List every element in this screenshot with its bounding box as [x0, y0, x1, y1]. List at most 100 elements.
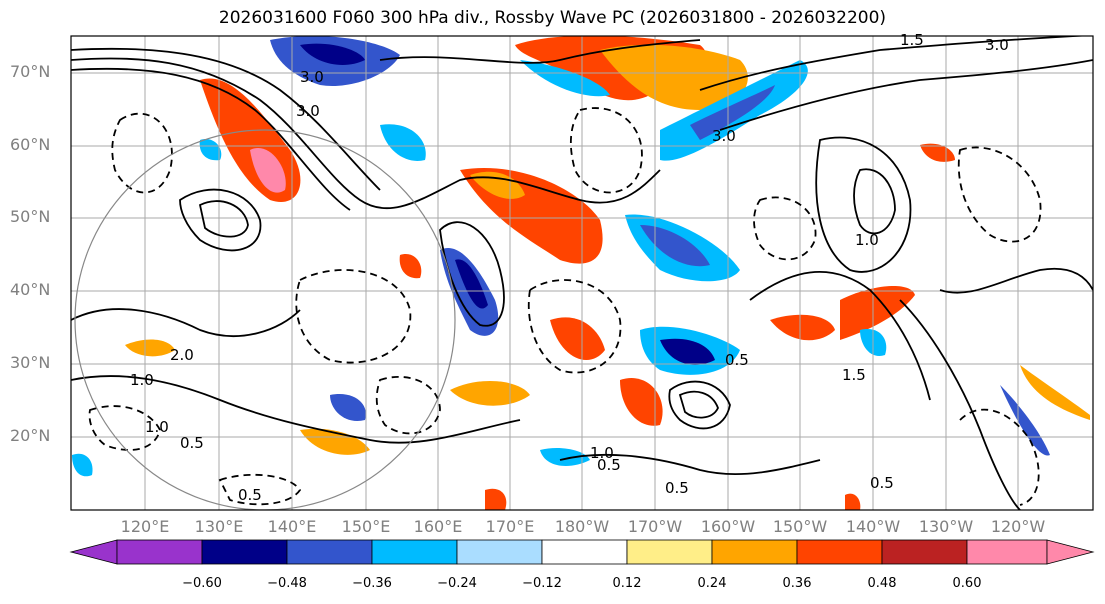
colorbar-segment — [371, 539, 458, 565]
convergence-blob — [72, 453, 93, 477]
contour-line — [749, 270, 931, 401]
lat-label: 30°N — [10, 353, 51, 372]
lon-label: 180°W — [554, 517, 610, 536]
convergence-blob — [300, 43, 365, 65]
contour-labels: 3.0 3.0 3.0 1.5 3.0 1.0 1.0 0.5 0.5 0.5 … — [130, 31, 1009, 504]
contour-line-negative — [527, 279, 622, 374]
colorbar-tick-label: −0.60 — [182, 576, 222, 591]
lon-label: 130°E — [194, 517, 244, 536]
colorbar-segment — [966, 539, 1048, 565]
convergence-blob — [640, 225, 710, 267]
contour-line-negative — [959, 408, 1040, 506]
contour-line — [668, 380, 731, 430]
colorbar-segment — [116, 539, 203, 565]
lon-label: 150°E — [341, 517, 391, 536]
contour-label: 1.0 — [590, 444, 614, 462]
contour-line — [853, 168, 896, 235]
colorbar-tick-label: 0.12 — [612, 576, 642, 591]
lon-label: 140°E — [267, 517, 317, 536]
divergence-blob — [600, 44, 748, 110]
contour-line-negative — [753, 196, 817, 261]
contour-line — [198, 200, 249, 238]
convergence-blob — [1000, 385, 1050, 456]
plot-frame — [70, 35, 1094, 511]
divergence-blob — [450, 380, 530, 406]
colorbar-extend-high — [1046, 539, 1095, 565]
divergence-blob — [1020, 365, 1090, 420]
contour-label: 1.5 — [900, 31, 924, 49]
contour-line-negative — [295, 269, 412, 364]
lat-label: 50°N — [10, 207, 51, 226]
contour-line — [439, 221, 505, 327]
colorbar-extend-low — [69, 539, 118, 565]
contour-label: 1.5 — [842, 366, 866, 384]
lon-label: 150°W — [772, 517, 828, 536]
convergence-blob — [380, 124, 426, 161]
lon-label: 140°W — [845, 517, 901, 536]
contour-label: 1.0 — [130, 371, 154, 389]
divergence-blob — [770, 314, 835, 341]
contour-label: 0.5 — [870, 474, 894, 492]
colorbar-segment — [711, 539, 798, 565]
contour-line-negative — [570, 107, 643, 194]
colorbar-tick-label: 0.36 — [782, 576, 812, 591]
colorbar-tick-label: −0.36 — [352, 576, 392, 591]
divergence-blob — [125, 339, 175, 357]
contour-line-negative — [111, 112, 173, 194]
dashed-contour-lines — [88, 107, 1042, 506]
grid-lines — [71, 36, 1093, 510]
lon-label: 160°W — [700, 517, 756, 536]
lon-label: 120°E — [120, 517, 170, 536]
colorbar-segment — [201, 539, 288, 565]
lon-label: 170°W — [627, 517, 683, 536]
contour-line — [678, 390, 719, 419]
divergence-blob — [550, 317, 605, 360]
lat-label: 70°N — [10, 62, 51, 81]
divergence-blob — [845, 493, 861, 510]
colorbar-segment — [881, 539, 968, 565]
contour-label: 0.5 — [725, 351, 749, 369]
contour-label: 2.0 — [170, 346, 194, 364]
lat-label: 20°N — [10, 426, 51, 445]
contour-line — [899, 299, 1021, 510]
contour-label: 3.0 — [985, 36, 1009, 54]
map-title: 2026031600 F060 300 hPa div., Rossby Wav… — [218, 8, 887, 28]
contour-line — [815, 136, 912, 273]
contour-line-negative — [218, 473, 302, 506]
divergence-blob — [485, 488, 507, 510]
colorbar — [69, 539, 1095, 565]
contour-line — [179, 188, 262, 252]
convergence-blob — [455, 259, 488, 309]
colorbar-segment — [626, 539, 713, 565]
contour-label: 0.5 — [597, 456, 621, 474]
convergence-blob — [690, 85, 775, 140]
colorbar-tick-label: −0.12 — [522, 576, 562, 591]
convergence-blob — [330, 394, 366, 421]
colorbar-segment — [541, 539, 628, 565]
colorbar-tick-label: −0.24 — [437, 576, 477, 591]
convergence-blob — [540, 448, 590, 466]
divergence-blob — [470, 171, 525, 199]
lon-label: 170°E — [485, 517, 535, 536]
divergence-blob — [399, 254, 422, 279]
contour-line — [71, 308, 301, 337]
divergence-blob — [300, 428, 370, 455]
contour-line — [939, 267, 1093, 294]
colorbar-segment — [796, 539, 883, 565]
shaded-divergence — [72, 36, 1090, 510]
contour-line — [379, 39, 701, 64]
contour-label: 0.5 — [665, 479, 689, 497]
contour-line — [719, 59, 1093, 131]
colorbar-tick-label: 0.60 — [952, 576, 982, 591]
contour-label: 3.0 — [712, 127, 736, 145]
colorbar-tick-label: 0.48 — [867, 576, 897, 591]
lon-label: 130°W — [918, 517, 974, 536]
convergence-blob — [199, 139, 222, 161]
lat-label: 40°N — [10, 280, 51, 299]
contour-line — [71, 375, 521, 444]
colorbar-tick-label: −0.48 — [267, 576, 307, 591]
convergence-blob — [520, 60, 610, 97]
contour-label: 0.5 — [238, 486, 262, 504]
contour-lines — [71, 36, 1093, 510]
